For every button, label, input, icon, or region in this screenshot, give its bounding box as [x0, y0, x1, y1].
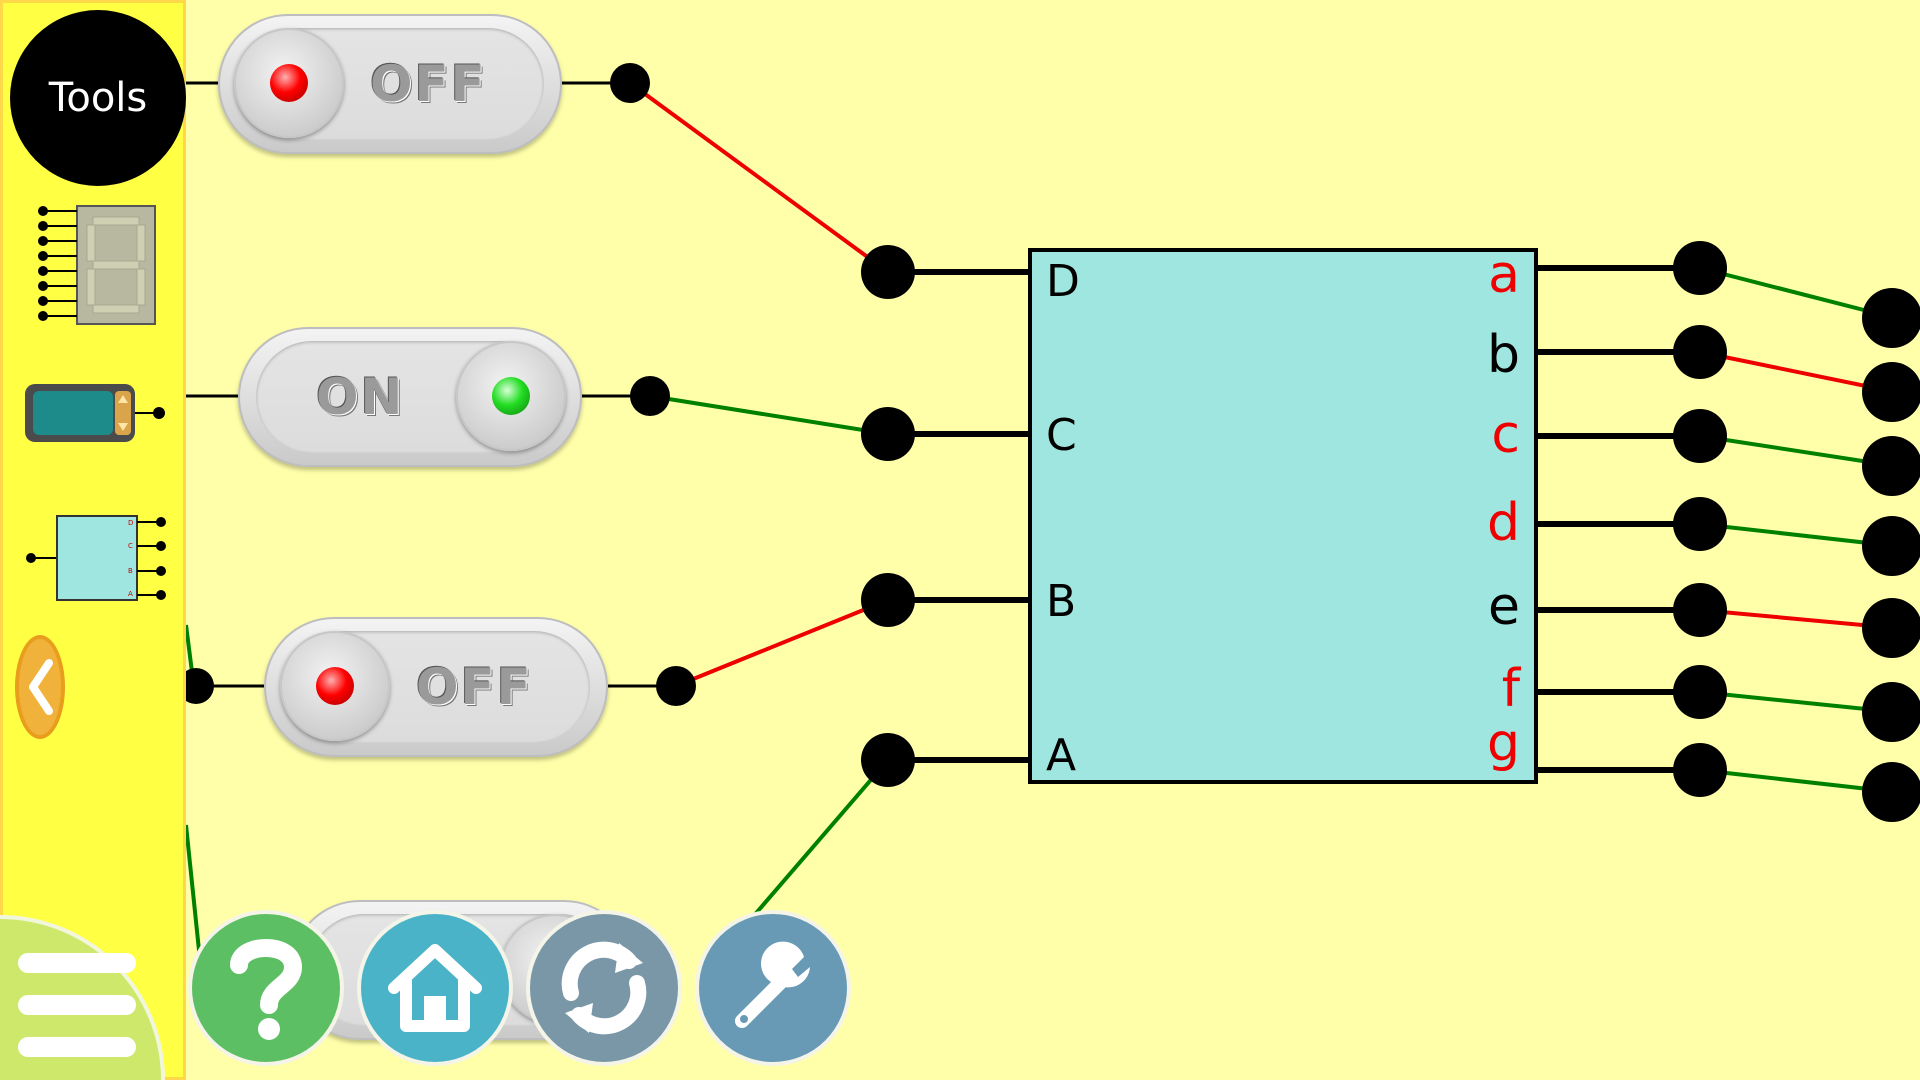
svg-text:C: C	[128, 542, 133, 550]
input-label-c: C	[1046, 410, 1077, 461]
output-label-a: a	[1488, 245, 1520, 305]
question-mark-icon	[230, 939, 303, 1040]
display-input-terminal-a[interactable]	[1862, 288, 1920, 348]
home-button[interactable]	[357, 910, 513, 1066]
wire-out-a	[1699, 266, 1896, 320]
settings-button[interactable]	[695, 910, 851, 1066]
switch-1-output-terminal[interactable]	[610, 63, 650, 103]
menu-icon-bar	[18, 1037, 136, 1057]
display-input-terminal-c[interactable]	[1862, 436, 1920, 496]
decoder-body[interactable]	[1028, 248, 1538, 784]
menu-icon-bar	[18, 995, 136, 1015]
wire-c	[649, 394, 889, 436]
menu-icon-bar	[18, 953, 136, 973]
bcd-decoder-tool[interactable]: D C B A	[23, 508, 173, 608]
input-label-a: A	[1046, 730, 1076, 781]
decoder-output-terminal-g[interactable]	[1673, 743, 1727, 797]
number-counter-tool[interactable]	[23, 381, 173, 445]
home-icon	[388, 944, 482, 1032]
decoder-output-terminal-f[interactable]	[1673, 665, 1727, 719]
decoder-input-terminal-b[interactable]	[861, 573, 915, 627]
reset-button[interactable]	[526, 910, 682, 1066]
toggle-switch-2[interactable]: ON	[238, 327, 582, 467]
decoder-output-terminal-e[interactable]	[1673, 583, 1727, 637]
input-label-b: B	[1046, 576, 1076, 627]
output-label-g: g	[1487, 713, 1520, 773]
svg-text:B: B	[128, 567, 133, 575]
decoder-input-terminal-c[interactable]	[861, 407, 915, 461]
switch-3-output-terminal[interactable]	[656, 666, 696, 706]
wire-b	[675, 598, 889, 688]
output-label-f: f	[1502, 659, 1522, 719]
output-label-d: d	[1487, 493, 1520, 553]
toggle-switch-3[interactable]: OFF	[264, 617, 608, 757]
switch-2-output-terminal[interactable]	[630, 376, 670, 416]
svg-text:A: A	[128, 590, 133, 598]
wire-out-b	[1699, 350, 1896, 394]
switch-3-input-terminal[interactable]	[178, 668, 214, 704]
switch-knob[interactable]	[456, 341, 566, 451]
collapse-sidebar-button[interactable]	[15, 635, 65, 739]
svg-text:D: D	[128, 519, 133, 527]
decoder-input-terminal-d[interactable]	[861, 245, 915, 299]
tools-sidebar: Tools	[0, 0, 186, 1080]
switch-state-label: OFF	[416, 658, 533, 716]
display-input-terminal-d[interactable]	[1862, 516, 1920, 576]
seven-segment-display-tool[interactable]	[31, 203, 161, 328]
decoder-output-terminal-a[interactable]	[1673, 241, 1727, 295]
chevron-left-icon	[29, 659, 53, 715]
output-label-e: e	[1488, 577, 1520, 637]
decoder-input-terminal-a[interactable]	[861, 733, 915, 787]
wire-left-2	[184, 824, 202, 961]
toggle-switch-1[interactable]: OFF	[218, 14, 562, 154]
help-button[interactable]	[188, 910, 344, 1066]
input-label-d: D	[1046, 256, 1080, 307]
switch-knob[interactable]	[234, 28, 344, 138]
decoder-output-terminal-b[interactable]	[1673, 325, 1727, 379]
output-label-b: b	[1487, 325, 1520, 385]
refresh-icon	[561, 941, 647, 1035]
display-input-terminal-f[interactable]	[1862, 682, 1920, 742]
display-input-terminal-e[interactable]	[1862, 598, 1920, 658]
wrench-icon	[735, 941, 810, 1028]
output-label-c: c	[1491, 405, 1520, 465]
wire-d	[628, 81, 890, 274]
wire-left-1	[184, 624, 194, 673]
display-input-terminal-b[interactable]	[1862, 362, 1920, 422]
display-input-terminal-g[interactable]	[1862, 762, 1920, 822]
red-led-icon	[316, 667, 354, 705]
decoder-output-terminal-c[interactable]	[1673, 409, 1727, 463]
switch-state-label: ON	[316, 368, 405, 426]
green-led-icon	[492, 377, 530, 415]
tools-button[interactable]: Tools	[10, 10, 186, 186]
decoder-output-terminal-d[interactable]	[1673, 497, 1727, 551]
switch-state-label: OFF	[370, 55, 487, 113]
switch-knob[interactable]	[280, 631, 390, 741]
red-led-icon	[270, 64, 308, 102]
